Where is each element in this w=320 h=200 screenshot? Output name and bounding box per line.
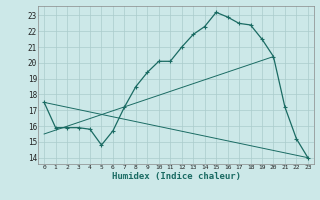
X-axis label: Humidex (Indice chaleur): Humidex (Indice chaleur) <box>111 172 241 181</box>
